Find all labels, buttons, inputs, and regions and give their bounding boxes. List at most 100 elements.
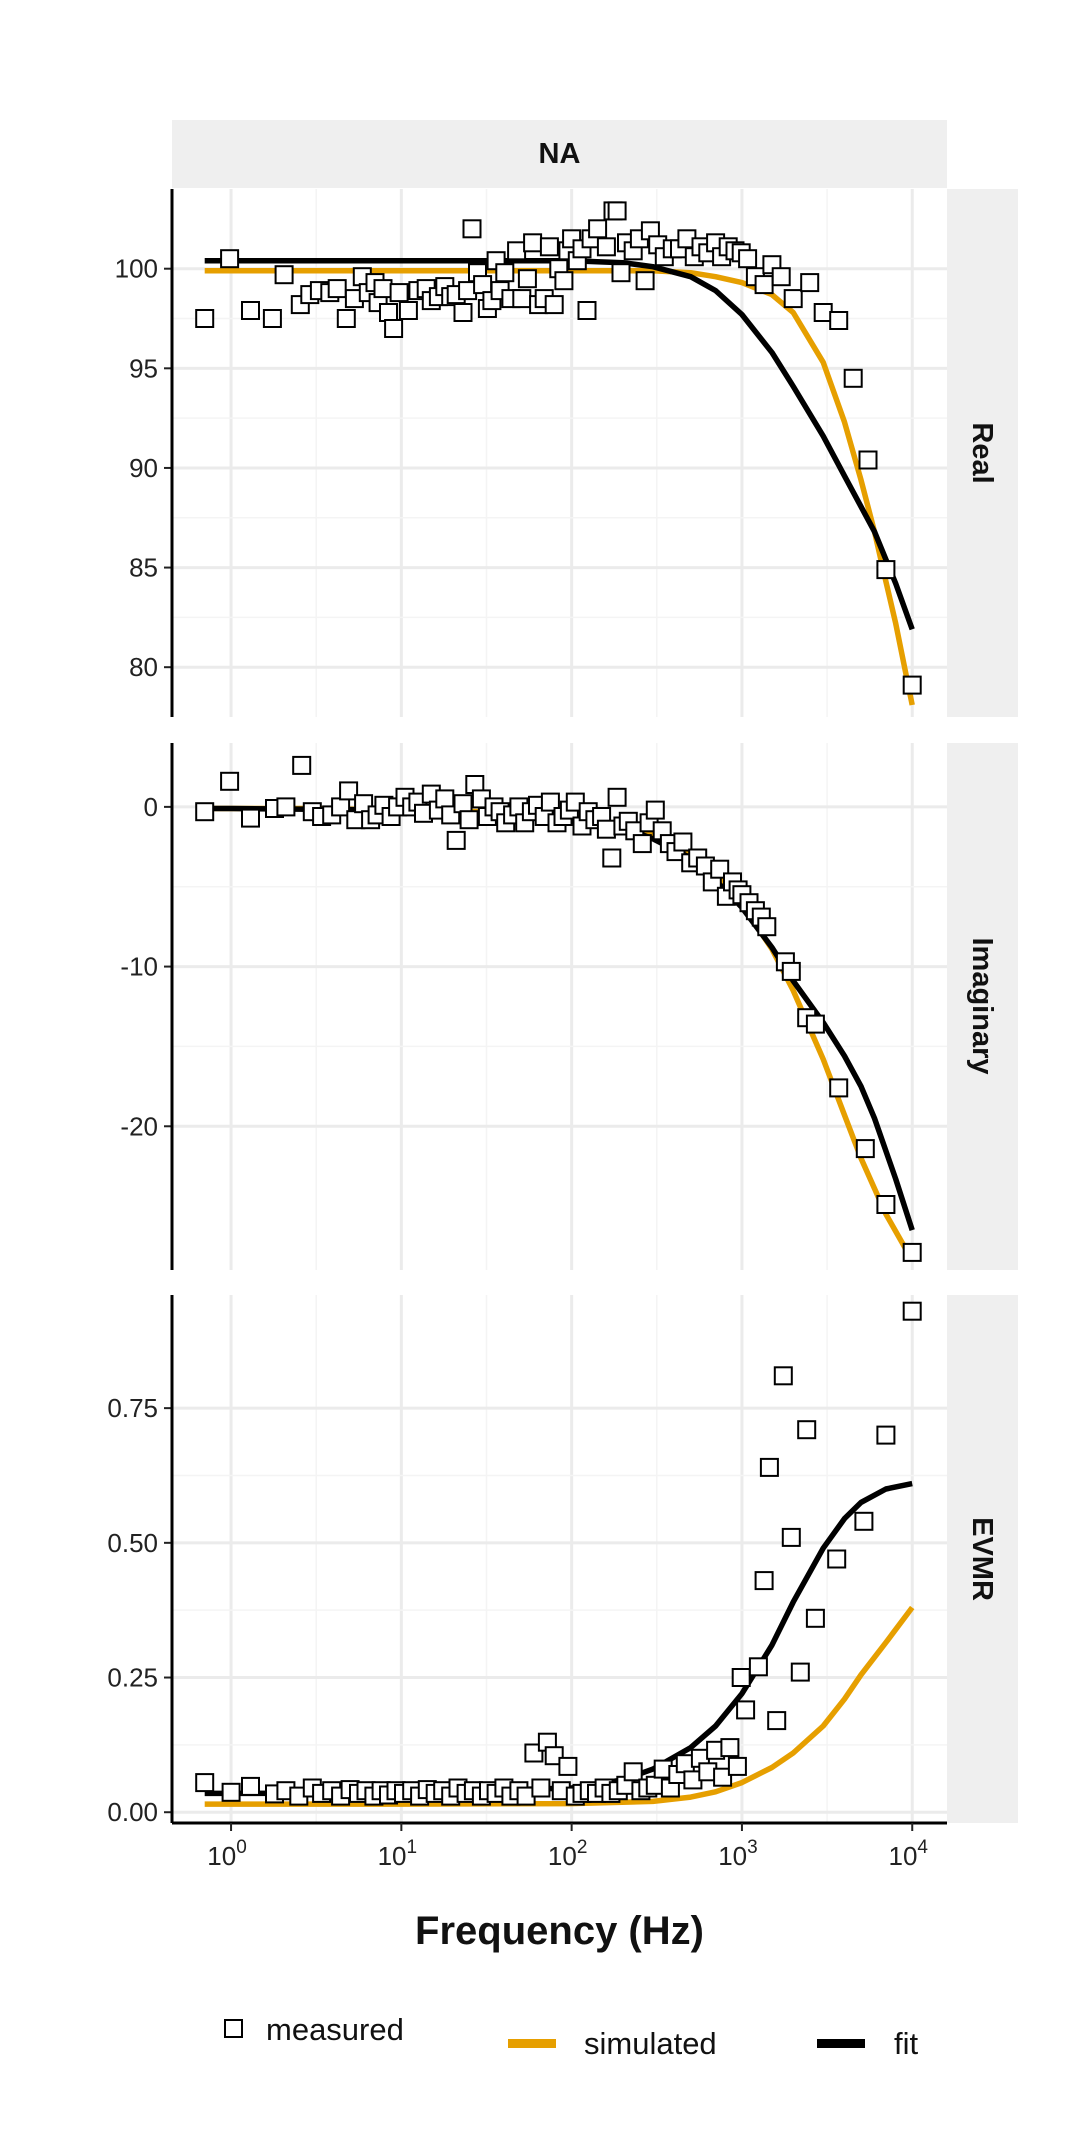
evmr-measured-point	[221, 1782, 241, 1802]
real-measured-point	[607, 201, 627, 221]
evmr-measured-point	[781, 1527, 801, 1547]
real-measured-point	[453, 303, 473, 322]
y-tick-label: 0.25	[107, 1663, 158, 1693]
strip-real	[947, 189, 1018, 717]
real-measured-point	[813, 303, 833, 322]
y-tick-label: 0.50	[107, 1528, 158, 1558]
real-measured-point	[843, 368, 863, 388]
evmr-measured-point	[876, 1425, 896, 1445]
top-strip-label: NA	[539, 138, 581, 170]
real-measured-point	[274, 265, 294, 285]
real-measured-point	[195, 309, 215, 328]
real-measured-point	[462, 219, 482, 239]
strip-real-label: Real	[966, 422, 998, 483]
evmr-measured-point	[854, 1511, 874, 1531]
imaginary-measured-point	[757, 917, 777, 937]
evmr-measured-point	[195, 1773, 215, 1793]
real-measured-point	[512, 289, 532, 309]
top-strip	[172, 120, 947, 188]
real-measured-point	[241, 301, 260, 320]
evmr-measured-point	[759, 1457, 779, 1477]
real-measured-point	[220, 249, 240, 269]
legend-label-simulated: simulated	[584, 2026, 717, 2061]
imaginary-measured-point	[459, 810, 479, 830]
imaginary-measured-point	[673, 832, 693, 852]
imaginary-measured-point	[220, 771, 240, 791]
real-measured-point	[523, 233, 543, 253]
legend-key-fit	[817, 2039, 865, 2048]
evmr-measured-point	[531, 1778, 551, 1798]
strip-imaginary	[947, 743, 1018, 1270]
evmr-measured-point	[902, 1301, 922, 1321]
y-tick-label: 85	[129, 553, 158, 583]
imaginary-measured-point	[195, 802, 215, 822]
real-measured-point	[389, 283, 409, 303]
evmr-measured-point	[720, 1738, 740, 1758]
real-simulated-line	[204, 267, 915, 706]
imaginary-measured-point	[855, 1139, 875, 1159]
y-tick-label: 0.75	[107, 1393, 158, 1423]
real-measured-point	[754, 275, 774, 295]
imaginary-measured-point	[632, 834, 652, 854]
panel-imaginary: -20 -10 0	[120, 743, 947, 1270]
evmr-measured-point	[797, 1420, 817, 1440]
real-measured-point	[738, 249, 758, 269]
real-measured-point	[336, 309, 356, 328]
real-measured-point	[398, 301, 418, 320]
legend-label-measured: measured	[266, 2012, 404, 2047]
y-tick-label: 80	[129, 652, 158, 682]
real-measured-point	[379, 303, 398, 322]
strip-evmr-label: EVMR	[966, 1517, 998, 1601]
real-measured-point	[495, 263, 515, 283]
real-measured-point	[902, 675, 922, 695]
imaginary-measured-point	[435, 789, 455, 809]
real-fit-line	[204, 257, 915, 631]
evmr-measured-point	[773, 1366, 793, 1386]
imaginary-measured-point	[339, 781, 359, 801]
imaginary-measured-point	[645, 800, 665, 820]
real-measured-point	[596, 237, 616, 257]
real-measured-point	[611, 263, 631, 283]
imaginary-measured-point	[829, 1078, 849, 1098]
panel-evmr: 0.00 0.25 0.50 0.75	[107, 1295, 947, 1827]
imaginary-measured-point	[602, 848, 622, 868]
evmr-measured-point	[736, 1700, 756, 1720]
evmr-measured-point	[827, 1549, 847, 1569]
evmr-measured-point	[790, 1662, 810, 1682]
evmr-measured-point	[805, 1608, 825, 1628]
y-tick-label: 0.00	[107, 1797, 158, 1827]
evmr-measured-point	[754, 1571, 774, 1591]
real-measured-point	[539, 237, 559, 257]
imaginary-measured-point	[596, 819, 616, 839]
imaginary-measured-point	[607, 787, 627, 807]
evmr-measured-point	[558, 1756, 578, 1776]
real-measured-point	[544, 295, 564, 315]
evmr-measured-point	[713, 1767, 733, 1787]
real-measured-point	[262, 309, 282, 328]
real-measured-point	[800, 273, 820, 293]
evmr-measured-point	[748, 1657, 768, 1677]
imaginary-measured-point	[540, 792, 560, 812]
real-measured-point	[635, 271, 655, 291]
strip-imaginary-label: Imaginary	[966, 938, 998, 1075]
real-measured-point	[327, 279, 347, 299]
real-measured-point	[577, 301, 597, 320]
real-measured-point	[473, 275, 493, 295]
x-axis-title: Frequency (Hz)	[415, 1909, 704, 1953]
legend-key-simulated	[508, 2039, 556, 2048]
legend-label-fit: fit	[894, 2026, 919, 2061]
y-tick-label: 100	[115, 254, 158, 284]
y-tick-label: 0	[144, 792, 158, 822]
evmr-measured-point	[731, 1668, 751, 1687]
evmr-measured-point	[727, 1756, 747, 1776]
legend-key-measured	[224, 2019, 243, 2038]
real-measured-point	[517, 269, 537, 289]
real-measured-point	[373, 279, 393, 299]
real-measured-point	[588, 219, 608, 239]
y-tick-label: 90	[129, 453, 158, 483]
imaginary-measured-point	[902, 1242, 922, 1262]
real-measured-point	[554, 271, 574, 291]
evmr-measured-point	[767, 1711, 787, 1731]
